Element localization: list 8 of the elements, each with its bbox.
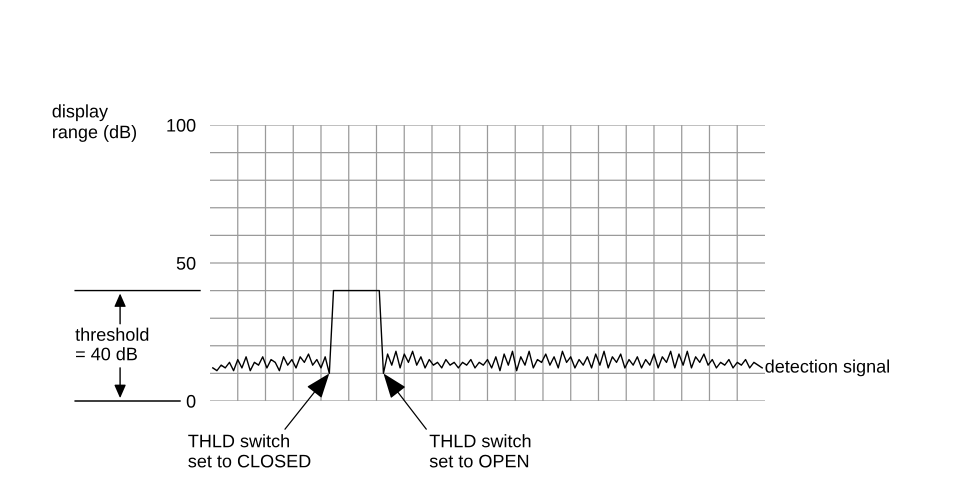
text: detection signal (765, 359, 889, 376)
text: threshold = 40 dB (75, 328, 148, 360)
y-axis-title: display range (dB) (52, 104, 136, 142)
y-tick-label: 0 (186, 394, 196, 408)
text: THLD switch set to CLOSED (188, 434, 310, 468)
text: THLD switch set to OPEN (430, 434, 530, 468)
y-tick-label: 100 (167, 118, 196, 132)
y-tick-label: 50 (176, 256, 196, 270)
